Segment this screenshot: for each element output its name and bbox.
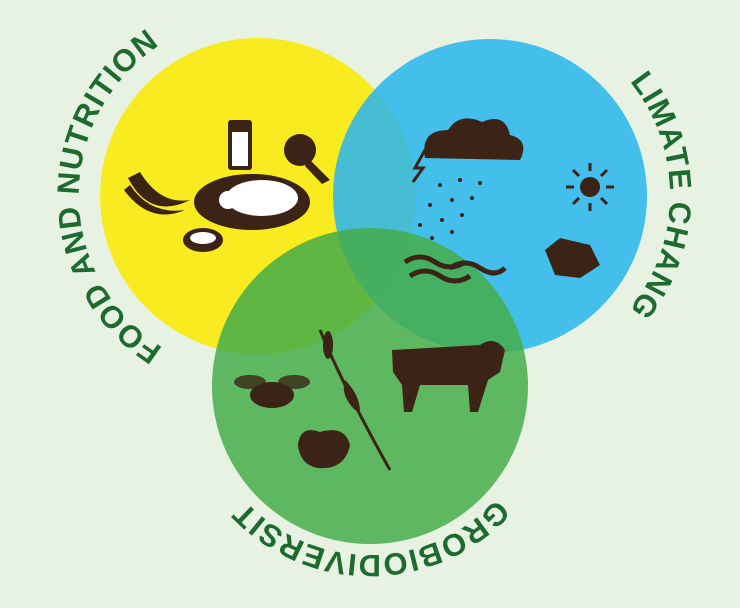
venn-diagram: FOOD AND NUTRITION CLIMATE CHANGE AGROBI… [0,0,740,608]
page: {"circles": [ {"label": "FOOD AND NUTRIT… [0,0,740,608]
